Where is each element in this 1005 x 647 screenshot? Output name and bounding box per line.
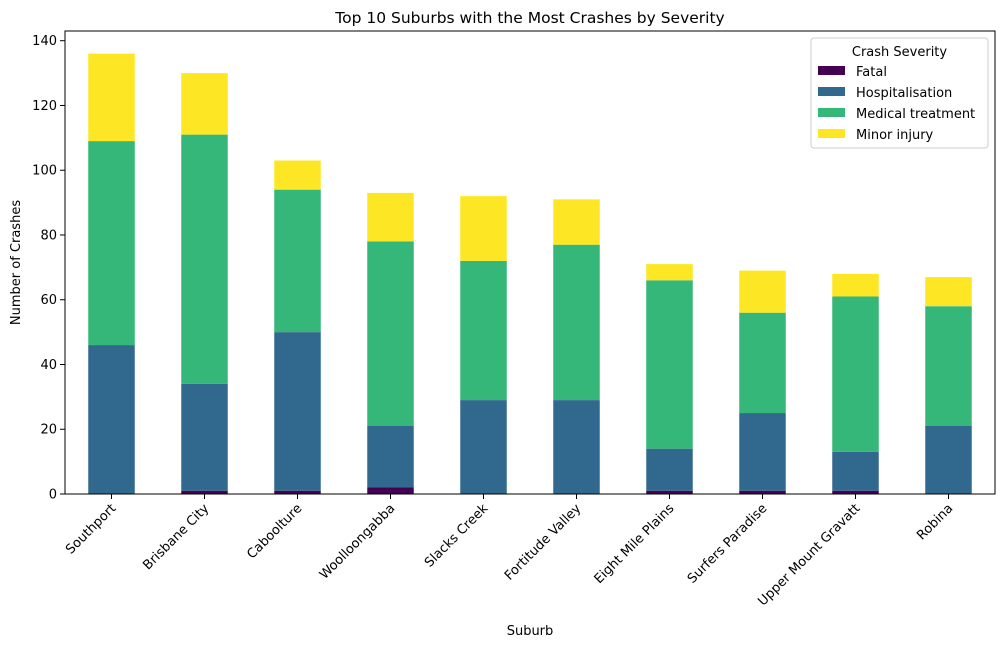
legend-title: Crash Severity (852, 45, 948, 60)
x-tick-label: Robina (914, 501, 956, 543)
bar-segment-medical-treatment (646, 280, 693, 449)
y-tick-label: 0 (49, 488, 57, 503)
legend-swatch (818, 108, 845, 117)
bar-segment-medical-treatment (925, 306, 972, 427)
bar-segment-minor-injury (553, 199, 600, 245)
bar-segment-medical-treatment (553, 244, 600, 401)
bar-segment-medical-treatment (739, 312, 786, 414)
bar-segment-hospitalisation (925, 426, 972, 494)
legend-label: Medical treatment (856, 107, 975, 122)
bar-segment-minor-injury (88, 53, 135, 142)
bar-segment-fatal (832, 490, 879, 494)
x-axis-title: Suburb (507, 624, 554, 639)
bar-segment-fatal (274, 490, 321, 494)
x-tick-label: Caboolture (244, 501, 305, 562)
bar-segment-minor-injury (925, 277, 972, 307)
bar-segment-medical-treatment (181, 134, 228, 384)
legend-label: Fatal (856, 65, 887, 80)
bar-segment-minor-injury (739, 270, 786, 313)
y-tick-label: 140 (32, 34, 57, 49)
x-axis: Southport Brisbane City Caboolture Woolloon… (63, 494, 956, 609)
bar-segment-hospitalisation (181, 383, 228, 491)
legend-swatch (818, 66, 845, 75)
bar-segment-hospitalisation (646, 448, 693, 491)
bar-segment-medical-treatment (367, 241, 414, 427)
bar-segment-minor-injury (460, 196, 507, 261)
bar-segment-medical-treatment (832, 296, 879, 452)
bar-segment-minor-injury (367, 192, 414, 242)
bar-segment-medical-treatment (460, 260, 507, 401)
y-tick-label: 60 (40, 293, 57, 308)
x-tick-label: Woolloongabba (317, 501, 398, 582)
x-tick-label: Slacks Creek (422, 501, 492, 571)
y-axis: 0 20 40 60 80 100 120 140 (32, 34, 65, 503)
bar-segment-medical-treatment (88, 141, 135, 346)
bar-segment-hospitalisation (88, 345, 135, 494)
y-tick-label: 100 (32, 164, 57, 179)
bar-segment-fatal (739, 490, 786, 494)
bar-segment-minor-injury (832, 273, 879, 297)
bar-segment-hospitalisation (832, 451, 879, 491)
bar-segment-fatal (646, 490, 693, 494)
y-tick-label: 120 (32, 99, 57, 114)
plot-frame (64, 30, 996, 495)
legend: Crash Severity Fatal Hospitalisation Medic… (810, 37, 989, 149)
y-tick-label: 20 (40, 423, 57, 438)
bar-segment-minor-injury (181, 73, 228, 135)
bar-segment-fatal (181, 490, 228, 494)
x-tick-label: Upper Mount Gravatt (755, 501, 863, 609)
legend-label: Minor injury (856, 128, 934, 143)
x-tick-label: Surfers Paradise (685, 501, 770, 586)
bar-segment-hospitalisation (460, 400, 507, 494)
bar-segment-hospitalisation (739, 413, 786, 491)
y-tick-label: 80 (40, 228, 57, 243)
legend-swatch (818, 129, 845, 138)
legend-items: Fatal Hospitalisation Medical treatment Min… (818, 65, 975, 143)
bar-segment-fatal (367, 487, 414, 494)
y-tick-label: 40 (40, 358, 57, 373)
y-axis-title: Number of Crashes (9, 200, 24, 325)
x-tick-label: Fortitude Valley (502, 501, 585, 584)
legend-box (810, 37, 989, 149)
legend-label: Hospitalisation (856, 86, 952, 101)
chart-title: Top 10 Suburbs with the Most Crashes by … (334, 9, 724, 27)
bar-segment-hospitalisation (367, 426, 414, 488)
bar-segment-hospitalisation (553, 400, 600, 494)
bar-segment-minor-injury (646, 264, 693, 281)
x-tick-label: Brisbane City (140, 501, 212, 573)
bars-layer (88, 53, 972, 494)
x-tick-label: Eight Mile Plains (592, 501, 678, 587)
legend-swatch (818, 87, 845, 96)
x-tick-label: Southport (63, 501, 119, 557)
bar-segment-medical-treatment (274, 189, 321, 333)
bar-segment-minor-injury (274, 160, 321, 190)
bar-segment-hospitalisation (274, 332, 321, 491)
